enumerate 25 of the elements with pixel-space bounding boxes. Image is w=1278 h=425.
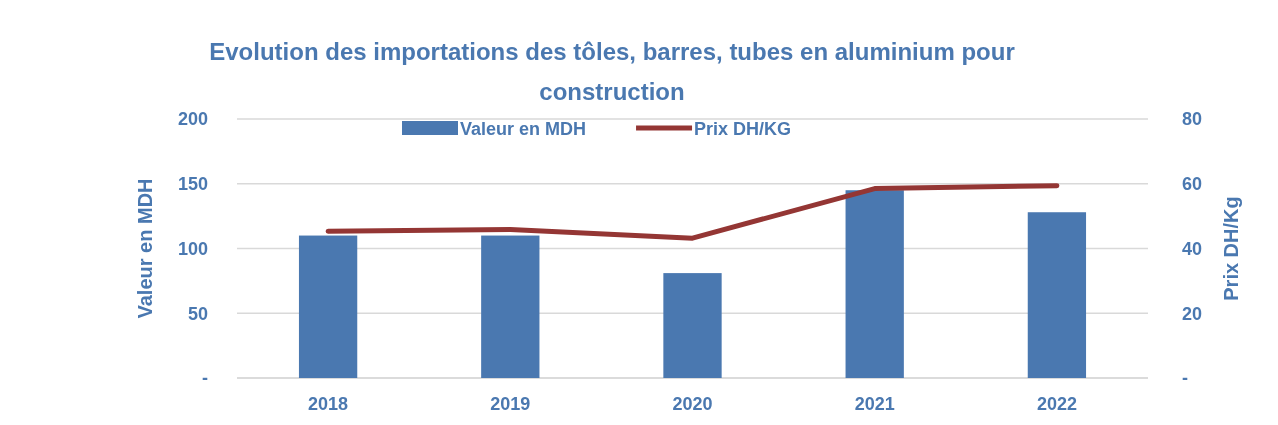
y-tick-label: 100 <box>177 238 208 259</box>
bar <box>663 273 722 378</box>
legend-label: Valeur en MDH <box>460 119 587 139</box>
y-tick-label: - <box>202 368 208 389</box>
x-tick-label: 2020 <box>672 394 713 415</box>
chart-title: Evolution des importations des tôles, barres, tubes en aluminium pour construction <box>209 38 1015 105</box>
x-tick-label: 2022 <box>1036 394 1077 415</box>
y2-tick-label: - <box>1182 368 1188 389</box>
y-tick-label: 50 <box>187 303 208 324</box>
x-tick-label: 2021 <box>854 394 895 415</box>
y2-axis-title: Prix DH/Kg <box>1220 196 1242 301</box>
y2-tick-label: 40 <box>1182 238 1203 259</box>
y2-tick-label: 80 <box>1182 109 1203 130</box>
y2-tick-label: 60 <box>1182 174 1203 195</box>
y-tick-label: 200 <box>177 109 208 130</box>
bar <box>1027 212 1087 378</box>
y2-tick-label: 20 <box>1182 303 1203 324</box>
x-tick-label: 2018 <box>308 394 349 415</box>
y-tick-label: 150 <box>177 174 208 195</box>
bar <box>481 235 540 378</box>
bar <box>298 235 358 378</box>
legend-label: Prix DH/KG <box>694 119 792 139</box>
x-tick-label: 2019 <box>490 394 531 415</box>
y-axis-title: Valeur en MDH <box>134 178 156 319</box>
bar <box>845 190 904 378</box>
